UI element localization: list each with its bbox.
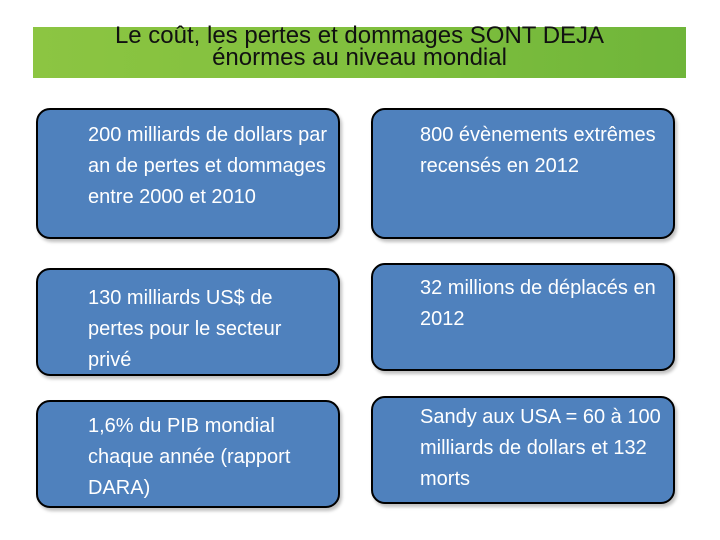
- card-text: 32 millions de déplacés en 2012: [420, 277, 656, 330]
- card-losses-2000-2010: 200 milliards de dollars par an de perte…: [36, 108, 340, 239]
- card-sandy-usa: Sandy aux USA = 60 à 100 milliards de do…: [371, 396, 675, 504]
- card-gdp-share: 1,6% du PIB mondial chaque année (rappor…: [36, 400, 340, 508]
- card-text: Sandy aux USA = 60 à 100 milliards de do…: [420, 406, 661, 490]
- card-text: 200 milliards de dollars par an de perte…: [88, 124, 328, 208]
- title-line-1: Le coût, les pertes et dommages SONT DEJ…: [114, 22, 605, 49]
- card-text: 800 évènements extrêmes recensés en 2012: [420, 124, 656, 177]
- card-displaced-people: 32 millions de déplacés en 2012: [371, 263, 675, 371]
- slide-title: Le coût, les pertes et dommages SONT DEJ…: [33, 23, 686, 71]
- card-extreme-events-2012: 800 évènements extrêmes recensés en 2012: [371, 108, 675, 239]
- title-banner: [33, 27, 686, 78]
- card-private-sector-losses: 130 milliards US$ de pertes pour le sect…: [36, 268, 340, 376]
- card-text: 1,6% du PIB mondial chaque année (rappor…: [88, 415, 291, 499]
- card-text: 130 milliards US$ de pertes pour le sect…: [88, 287, 282, 371]
- title-line-2: énormes au niveau mondial: [212, 44, 507, 71]
